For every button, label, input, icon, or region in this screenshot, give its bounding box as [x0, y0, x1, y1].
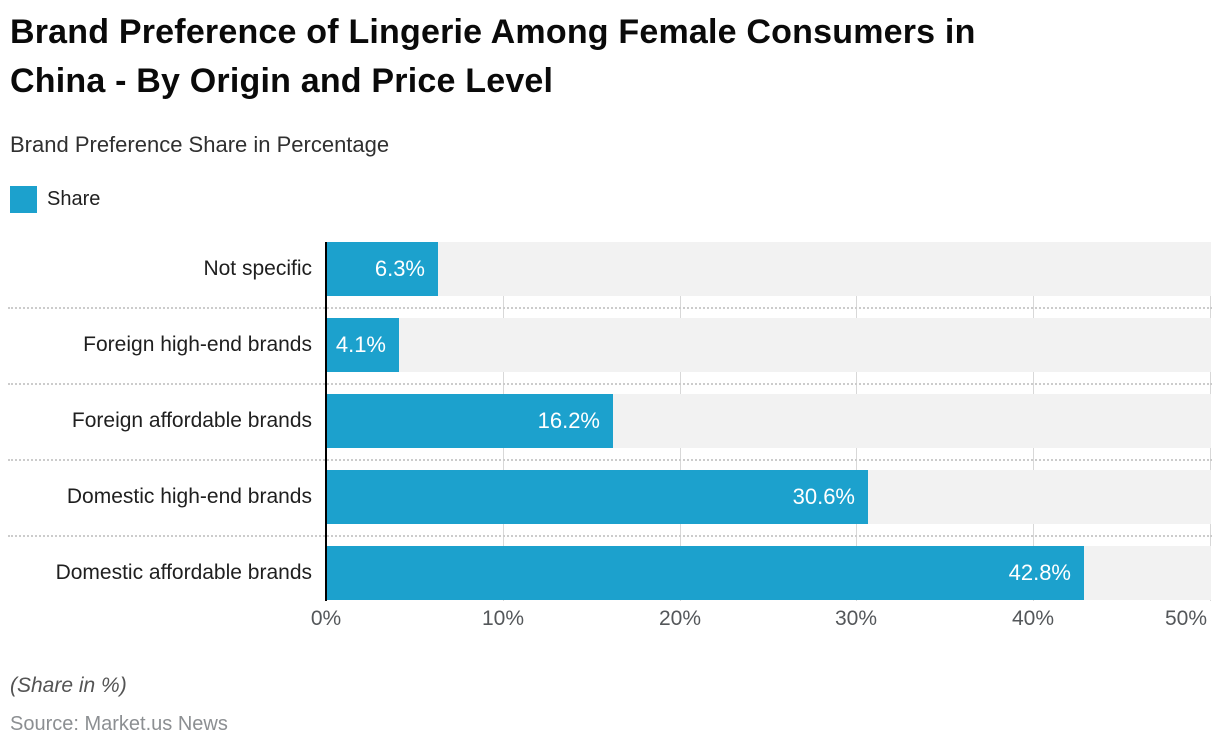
plot-area: 6.3% Not specific 4.1% Foreign high-end bra… — [0, 242, 1220, 630]
row-separator-line — [8, 307, 1212, 309]
bar[interactable]: 42.8% — [327, 546, 1084, 600]
x-axis-tick-label: 50% — [1164, 607, 1208, 630]
category-label: Not specific — [203, 257, 312, 280]
bar-row: 30.6% Domestic high-end brands — [0, 470, 1220, 524]
bar-row: 16.2% Foreign affordable brands — [0, 394, 1220, 448]
bar[interactable]: 16.2% — [327, 394, 613, 448]
bar-value-label: 4.1% — [335, 332, 386, 357]
category-label: Domestic high-end brands — [66, 485, 312, 508]
bar[interactable]: 30.6% — [327, 470, 868, 524]
x-axis-tick-label: 40% — [1011, 607, 1055, 630]
page-title: Brand Preference of Lingerie Among Femal… — [10, 13, 976, 100]
x-axis-tick-label: 20% — [658, 607, 702, 630]
bar[interactable]: 6.3% — [327, 242, 438, 296]
row-separator-line — [8, 383, 1212, 385]
category-label: Foreign high-end brands — [83, 333, 312, 356]
footnote: (Share in %) — [10, 674, 127, 697]
bar-row: 6.3% Not specific — [0, 242, 1220, 296]
bar-row: 42.8% Domestic affordable brands — [0, 546, 1220, 600]
row-separator-line — [8, 535, 1212, 537]
x-axis-tick-label: 30% — [834, 607, 878, 630]
row-separator-line — [8, 459, 1212, 461]
category-label: Foreign affordable brands — [71, 409, 312, 432]
x-axis-tick-label: 0% — [310, 607, 342, 630]
source-credit: Source: Market.us News — [10, 713, 228, 735]
x-axis-tick-label: 10% — [481, 607, 525, 630]
bar-value-label: 16.2% — [537, 408, 600, 433]
y-axis-line — [325, 242, 327, 601]
legend-swatch-icon — [10, 186, 37, 213]
bar-track — [327, 242, 1211, 296]
chart-subtitle: Brand Preference Share in Percentage — [10, 132, 390, 157]
category-label: Domestic affordable brands — [55, 561, 312, 584]
bar[interactable]: 4.1% — [327, 318, 399, 372]
legend-item-share[interactable]: Share — [10, 186, 100, 213]
legend-label: Share — [47, 188, 101, 210]
bar-row: 4.1% Foreign high-end brands — [0, 318, 1220, 372]
bar-value-label: 42.8% — [1008, 560, 1071, 585]
bar-value-label: 6.3% — [374, 256, 425, 281]
bar-track — [327, 318, 1211, 372]
bar-value-label: 30.6% — [792, 484, 855, 509]
